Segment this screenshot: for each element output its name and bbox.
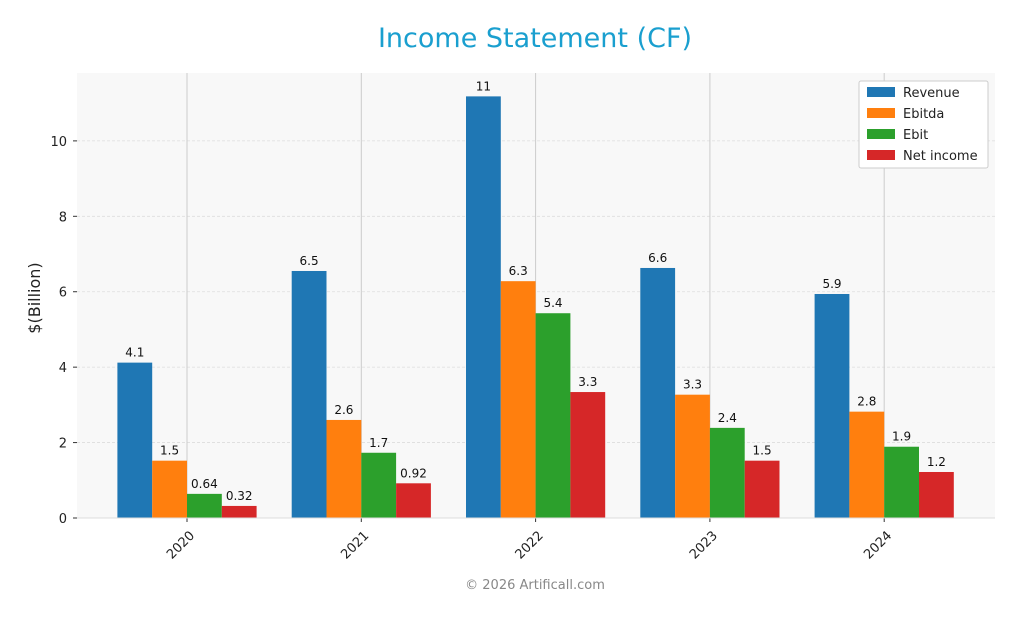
bar-ebitda <box>675 394 710 518</box>
bar-ebit <box>884 446 919 518</box>
bar-value-label: 0.64 <box>191 477 218 491</box>
bar-net-income <box>221 505 257 518</box>
bar-net-income <box>396 483 431 518</box>
bar-value-label: 1.2 <box>927 455 946 469</box>
x-tick-label: 2023 <box>687 528 721 562</box>
bar-value-label: 1.9 <box>892 430 911 444</box>
legend-label: Ebitda <box>903 107 944 122</box>
bar-revenue <box>466 96 501 519</box>
legend-box <box>858 80 989 169</box>
legend-swatch <box>867 108 895 118</box>
x-axis-ticks: 2020 2021 2022 2023 2024 <box>77 517 995 562</box>
x-tick-label: 2021 <box>338 528 372 562</box>
legend-label: Revenue <box>903 86 960 101</box>
bar-value-label: 3.3 <box>683 378 702 392</box>
data-labels: 4.1 6.5 11 6.6 5.9 1.5 2.6 6.3 3.3 2.8 0.64 1.7 5.4 2… <box>125 79 946 503</box>
legend-label: Net income <box>903 149 978 164</box>
bar-value-label: 11 <box>476 79 491 93</box>
legend-label: Ebit <box>903 128 928 143</box>
bar-value-label: 5.4 <box>543 296 562 310</box>
bar-ebit <box>535 313 571 518</box>
bar-revenue <box>640 267 676 518</box>
y-tick-label: 0 <box>59 512 67 527</box>
legend-swatch <box>867 129 895 139</box>
bar-value-label: 2.6 <box>334 403 353 417</box>
bars <box>117 96 954 519</box>
bar-ebitda <box>152 460 187 518</box>
y-tick-label: 8 <box>59 210 67 225</box>
y-tick-label: 4 <box>59 361 67 376</box>
legend: Revenue Ebitda Ebit Net income <box>858 80 989 169</box>
y-tick-label: 2 <box>59 437 67 452</box>
bar-ebit <box>187 493 222 518</box>
bar-revenue <box>814 293 850 518</box>
bar-value-label: 6.3 <box>509 264 528 278</box>
bar-value-label: 1.7 <box>369 436 388 450</box>
y-tick-label: 10 <box>50 135 67 150</box>
legend-swatch <box>867 87 895 97</box>
x-tick-label: 2020 <box>164 528 198 562</box>
bar-value-label: 2.4 <box>718 411 737 425</box>
y-axis-ticks: 0 2 4 6 8 10 <box>50 135 77 527</box>
bar-value-label: 2.8 <box>857 395 876 409</box>
chart-title: Income Statement (CF) <box>378 23 692 54</box>
bar-value-label: 3.3 <box>578 375 597 389</box>
bar-ebitda <box>849 411 885 518</box>
bar-ebit <box>709 427 745 518</box>
y-tick-label: 6 <box>59 286 67 301</box>
legend-swatch <box>867 150 895 160</box>
y-axis-label: $(Billion) <box>25 262 44 333</box>
bar-ebitda <box>500 281 536 518</box>
x-tick-label: 2024 <box>861 528 895 562</box>
bar-value-label: 0.92 <box>400 466 427 480</box>
bar-value-label: 1.5 <box>160 444 179 458</box>
bar-ebitda <box>326 419 362 518</box>
copyright-footer: © 2026 Artificall.com <box>465 578 605 593</box>
bar-revenue <box>291 270 327 518</box>
x-tick-label: 2022 <box>513 528 547 562</box>
bar-ebit <box>361 452 397 518</box>
bar-value-label: 4.1 <box>125 346 144 360</box>
bar-value-label: 5.9 <box>822 277 841 291</box>
bar-net-income <box>570 392 606 518</box>
bar-value-label: 6.5 <box>300 254 319 268</box>
bar-revenue <box>117 362 153 518</box>
bar-net-income <box>744 460 780 518</box>
bar-net-income <box>919 471 954 518</box>
bar-value-label: 0.32 <box>226 489 253 503</box>
bar-value-label: 1.5 <box>753 444 772 458</box>
bar-value-label: 6.6 <box>648 251 667 265</box>
